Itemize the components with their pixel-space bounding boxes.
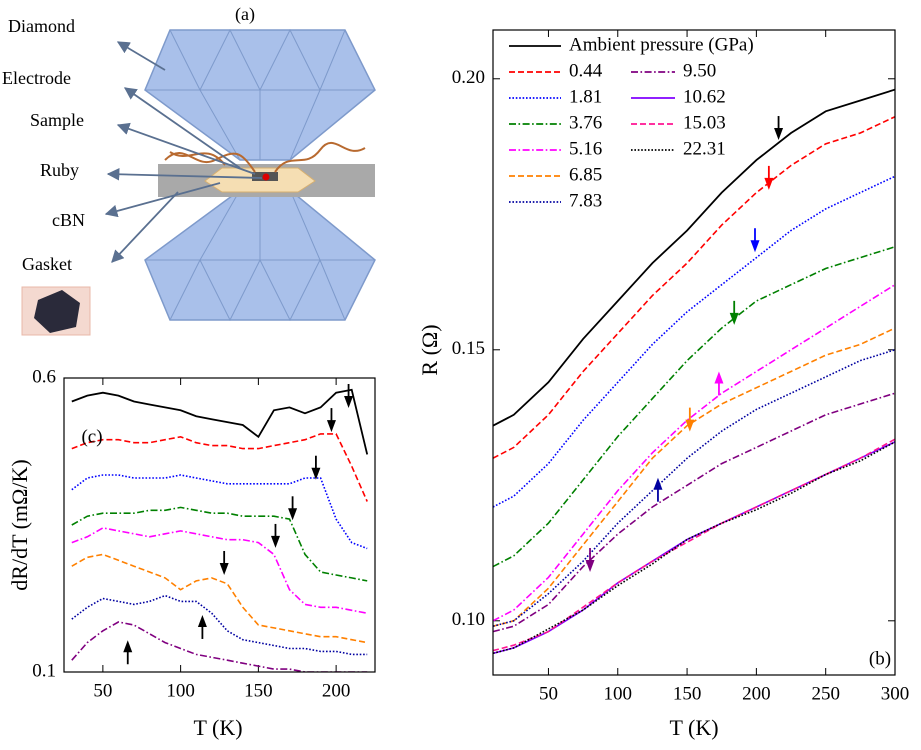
diagram-label: Diamond [8, 16, 75, 36]
series-line [71, 527, 368, 614]
x-tick-label: 250 [811, 683, 840, 704]
y-tick-label: 0.10 [452, 609, 485, 630]
diagram-label: Gasket [22, 254, 72, 274]
pointer [116, 41, 166, 71]
y-tick-label: 0.6 [32, 366, 56, 387]
series-line [493, 88, 895, 427]
legend-label: 10.62 [683, 86, 726, 107]
diagram-label: Electrode [2, 68, 71, 88]
ruby [262, 173, 270, 181]
plot-area [71, 388, 369, 672]
pointer [111, 191, 179, 263]
series-line [71, 506, 368, 582]
pointer [106, 167, 263, 181]
arrow-head [714, 371, 724, 384]
legend-label: 15.03 [683, 112, 726, 133]
x-tick-label: 50 [93, 680, 112, 701]
legend-label: Ambient pressure (GPa) [569, 34, 754, 55]
series-line [71, 594, 368, 656]
series-line [493, 246, 895, 568]
x-tick-label: 50 [539, 683, 558, 704]
arrow-head [750, 240, 760, 253]
legend-label: 9.50 [683, 60, 716, 81]
arrow-head [197, 614, 207, 627]
anvil-diagram: (a) Diamond Electrode Sample Ruby cBN Ga… [2, 4, 376, 336]
legend-label: 6.85 [569, 164, 602, 185]
diamond-facets [145, 28, 375, 161]
series-line [71, 388, 369, 455]
series-line [493, 441, 895, 655]
pointer [116, 122, 256, 175]
x-tick-label: 150 [244, 680, 273, 701]
arrow-head [729, 312, 739, 325]
panel-label: (c) [81, 426, 102, 447]
arrow-head [270, 535, 280, 548]
series-line [493, 327, 895, 627]
y-tick-label: 0.15 [452, 338, 485, 359]
series-line [493, 441, 895, 655]
series-line [493, 115, 895, 459]
y-tick-label: 0.20 [452, 67, 485, 88]
series-line [493, 392, 895, 633]
series-line [71, 474, 368, 550]
arrow-head [344, 395, 354, 408]
arrow-head [123, 640, 133, 653]
arrow-head [311, 467, 321, 480]
diamond-facets [145, 189, 375, 322]
legend-label: 7.83 [569, 190, 602, 211]
arrow-head [219, 562, 229, 575]
crystal [34, 290, 80, 333]
x-axis-label: T (K) [669, 715, 718, 740]
x-axis-label: T (K) [193, 715, 242, 740]
x-tick-label: 200 [742, 683, 771, 704]
y-axis-label: dR/dT (mΩ/K) [7, 459, 32, 590]
y-axis-label: R (Ω) [417, 324, 442, 375]
diagram-label: cBN [52, 210, 85, 230]
diagram-label: Sample [30, 110, 84, 130]
arrow-head [585, 560, 595, 573]
x-tick-label: 100 [604, 683, 633, 704]
series-line [71, 433, 368, 502]
x-tick-label: 100 [166, 680, 195, 701]
arrow-head [764, 177, 774, 190]
arrow-head [326, 420, 336, 433]
panel-label: (a) [235, 4, 255, 25]
panel-label: (b) [869, 648, 891, 669]
series-line [493, 175, 895, 508]
arrow-head [685, 419, 695, 432]
x-tick-label: 200 [322, 680, 351, 701]
series-line [493, 349, 895, 627]
x-tick-label: 300 [881, 683, 910, 704]
x-tick-label: 150 [673, 683, 702, 704]
legend-label: 22.31 [683, 138, 726, 159]
legend-label: 0.44 [569, 60, 603, 81]
legend-label: 1.81 [569, 86, 602, 107]
series-line [493, 438, 895, 652]
arrow-head [653, 477, 663, 490]
series-line [71, 553, 368, 644]
pointer [123, 87, 241, 169]
legend-label: 5.16 [569, 138, 602, 159]
plot-area [493, 88, 895, 655]
y-tick-label: 0.1 [32, 660, 56, 681]
pointer [104, 182, 221, 218]
axes-frame [492, 29, 896, 676]
arrow-head [774, 128, 784, 141]
series-line [493, 284, 895, 622]
series-line [71, 621, 368, 672]
arrow-head [288, 508, 298, 521]
legend-label: 3.76 [569, 112, 602, 133]
axes-frame [63, 377, 376, 673]
diagram-label: Ruby [40, 160, 79, 180]
